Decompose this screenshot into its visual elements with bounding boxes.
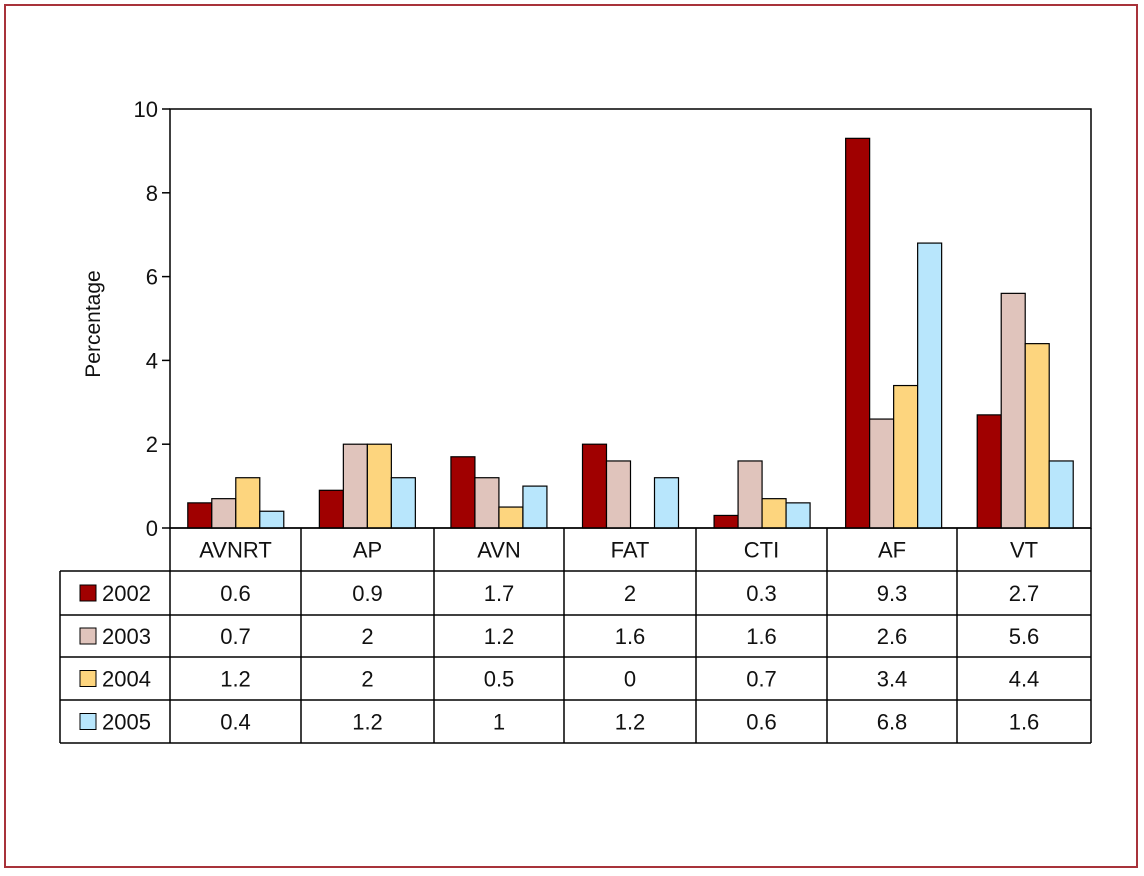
bar-2004-AF [893,384,919,529]
bar-2005-FAT [653,477,680,529]
table-cell: 1 [493,710,505,735]
category-label: AVNRT [199,538,272,563]
legend-swatch-2003 [79,627,97,645]
legend-swatch-2004 [79,670,97,687]
table-cell: 1.6 [615,624,646,649]
table-cell: 0.6 [746,710,777,735]
category-label: AF [878,538,906,563]
bar-2004-CTI [761,498,787,529]
table-cell: 2 [361,624,373,649]
table-cell: 0.5 [484,667,515,692]
table-cell: 1.6 [1009,710,1040,735]
bar-2004-AP [366,443,392,529]
table-cell: 2 [624,581,636,606]
table-cell: 0.3 [746,581,777,606]
bar-2004-AVN [498,506,524,529]
table-cell: 0.6 [220,581,251,606]
table-cell: 2.7 [1009,581,1040,606]
bar-2003-FAT [605,460,632,529]
bars [187,137,1074,529]
bar-2005-VT [1048,460,1074,529]
table-cell: 0.7 [746,667,777,692]
y-tick-label: 0 [146,516,158,541]
bar-2005-AVNRT [259,510,285,529]
bar-2002-AP [318,489,344,529]
y-tick-label: 10 [134,97,158,122]
table-cell: 4.4 [1009,667,1040,692]
table-cell: 6.8 [877,710,908,735]
table-cell: 9.3 [877,581,908,606]
bar-2005-AP [390,477,416,529]
table-cell: 0.4 [220,710,251,735]
bar-2003-AF [869,418,895,529]
legend-label-2004: 2004 [102,667,151,692]
table-cell: 1.2 [484,624,515,649]
bar-2002-FAT [581,443,608,529]
y-tick-label: 2 [146,432,158,457]
table-cell: 1.2 [220,667,251,692]
table-cell: 1.7 [484,581,515,606]
bar-2003-CTI [737,460,763,529]
table-cell: 0 [624,667,636,692]
table-cell: 0.9 [352,581,383,606]
bar-2003-VT [1000,292,1026,529]
table-cell: 2.6 [877,624,908,649]
bar-2004-VT [1024,343,1050,529]
bar-2005-AF [917,242,943,529]
table-cell: 1.6 [746,624,777,649]
bar-2004-AVNRT [235,477,261,529]
table-cell: 1.2 [615,710,646,735]
y-tick-label: 6 [146,265,158,290]
y-axis: 0 2 4 6 8 10 [134,97,170,541]
figure-frame [4,4,1138,868]
table-cell: 1.2 [352,710,383,735]
bar-2005-AVN [522,485,548,529]
legend-label-2005: 2005 [102,710,151,735]
bar-2002-VT [976,414,1002,529]
y-tick-label: 8 [146,181,158,206]
data-table: AVNRT AP AVN FAT CTI AF VT 2002 0.6 0.9 1.7 2 0.3 9.3… [59,527,1092,744]
bar-2003-AVN [474,477,500,529]
category-label: AP [353,538,382,563]
y-axis-label: Percentage [82,270,105,377]
y-tick-label: 4 [146,348,158,373]
category-label: VT [1010,538,1038,563]
bar-2005-CTI [785,502,811,529]
bar-2003-AVNRT [211,498,237,529]
table-cell: 0.7 [220,624,251,649]
category-label: FAT [611,538,650,563]
legend-swatch-2005 [79,713,97,730]
bar-2002-AVNRT [187,502,213,529]
table-cell: 2 [361,667,373,692]
table-cell: 5.6 [1009,624,1040,649]
category-label: AVN [477,538,521,563]
table-cell: 3.4 [877,667,908,692]
category-label: CTI [744,538,779,563]
legend-label-2003: 2003 [102,624,151,649]
bar-2002-AF [845,137,871,529]
legend-label-2002: 2002 [102,581,151,606]
legend-swatch-2002 [79,584,97,602]
bar-2002-CTI [713,514,739,529]
bar-2003-AP [342,443,368,529]
bar-2002-AVN [450,456,476,529]
